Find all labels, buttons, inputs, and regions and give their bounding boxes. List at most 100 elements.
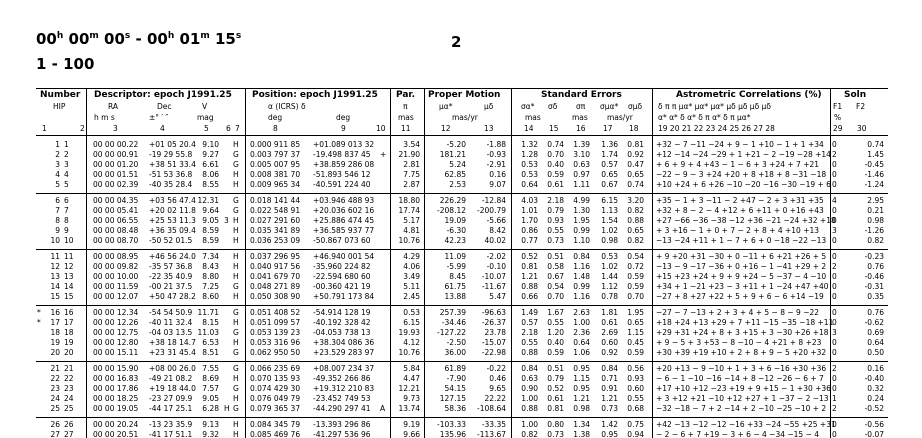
cell-parallax: 4.29	[403, 252, 420, 261]
cell-correlations: +10 +24 + 6 +26 −10 −20 −16 −30 −19 + 6	[656, 180, 831, 189]
cell-ra-deg: 0.003 797 37	[250, 150, 301, 159]
cell-parallax: 2.45	[403, 292, 420, 301]
cell-err-par: 1.06	[573, 348, 590, 357]
col-num-15: 15	[549, 124, 559, 133]
cell-err-dec: 0.93	[547, 216, 564, 225]
header-corr-row-2: α* α* δ α* δ π α* δ π μα*	[658, 113, 751, 122]
cell-flag: *	[37, 308, 41, 317]
cell-pm-dec: 40.02	[484, 236, 506, 245]
cell-err-dec: 0.79	[547, 206, 564, 215]
column-divider	[830, 88, 831, 438]
cell-var-flag: H	[224, 404, 230, 413]
cell-correlations: −27 − 7 −13 + 2 + 3 + 4 + 5 − 8 − 9 −22	[656, 308, 820, 317]
cell-err-pmra: 0.73	[601, 404, 618, 413]
cell-err-ra: 0.64	[521, 180, 538, 189]
cell-correlations: +15 +23 +24 + 9 + 9 +24 − 5 −37 − 4 −10	[656, 272, 827, 281]
cell-dec: +03 56 47.4	[149, 196, 196, 205]
cell-vmag: 7.34	[202, 252, 219, 261]
cell-err-dec: 0.54	[547, 282, 564, 291]
cell-pm-dec: 0.16	[489, 170, 506, 179]
cell-pm-ra: -34.46	[441, 318, 466, 327]
cell-err-par: 3.10	[573, 150, 590, 159]
cell-vmag: 8.80	[202, 272, 219, 281]
cell-dec-deg: -49.352 266 86	[313, 374, 371, 383]
cell-err-par: 0.84	[573, 252, 590, 261]
cell-vmag: 9.27	[202, 150, 219, 159]
cell-err-par: 1.10	[573, 236, 590, 245]
cell-pm-dec: -26.37	[481, 318, 506, 327]
cell-err-par: 4.99	[573, 196, 590, 205]
cell-ra: 00 00 05.41	[93, 206, 139, 215]
cell-correlations: −13 − 9 −17 −36 + 0 +16 − 1 −41 +29 + 2	[656, 262, 827, 271]
cell-pm-ra: 61.89	[444, 364, 466, 373]
cell-ra: 00 00 02.39	[93, 180, 139, 189]
cell-parallax: 9.19	[403, 420, 420, 429]
group-separator	[36, 417, 888, 418]
cell-parallax: 5.17	[403, 216, 420, 225]
cell-err-pmra: 0.60	[601, 338, 618, 347]
cell-err-pmdec: 0.65	[627, 170, 644, 179]
cell-f1: 2	[832, 404, 837, 413]
cell-pm-ra: 257.39	[439, 308, 466, 317]
cell-pm-dec: -0.22	[486, 364, 506, 373]
header-mu-alpha: μα*	[439, 102, 453, 111]
cell-ra-deg: 0.000 911 85	[250, 140, 301, 149]
cell-vmag: 9.13	[202, 420, 219, 429]
cell-err-dec: 0.70	[547, 150, 564, 159]
cell-number: 9	[55, 226, 60, 235]
cell-parallax: 4.12	[403, 338, 420, 347]
cell-correlations: +30 +39 +19 +10 + 2 + 8 + 9 − 5 +20 +32	[656, 348, 827, 357]
column-divider	[86, 88, 87, 438]
cell-vmag: 7.57	[202, 384, 219, 393]
cell-dec: -44 17 25.1	[149, 404, 193, 413]
cell-number: 26	[50, 420, 60, 429]
cell-err-ra: 0.90	[521, 384, 538, 393]
header-se-units-2: mas	[572, 113, 588, 122]
cell-err-pmdec: 0.47	[627, 160, 644, 169]
cell-ra-deg: 0.041 679 70	[250, 272, 301, 281]
cell-hip-flag: 23	[64, 384, 74, 393]
header-hip: HIP	[53, 102, 66, 111]
cell-parallax: 19.93	[398, 328, 420, 337]
header-sigma-delta: σδ	[548, 102, 558, 111]
cell-hip-flag: 17	[64, 318, 74, 327]
cell-ra-deg: 0.008 381 70	[250, 170, 301, 179]
cell-ra: 00 00 08.95	[93, 252, 139, 261]
cell-err-dec: 2.18	[547, 196, 564, 205]
cell-ra: 00 00 11.59	[93, 282, 139, 291]
cell-source-flag: G	[233, 150, 239, 159]
cell-dec-deg: -41.297 536 96	[313, 430, 371, 438]
cell-f1: 0	[832, 384, 837, 393]
cell-dec-deg: +03.946 488 93	[313, 196, 375, 205]
cell-source-flag: H	[233, 140, 239, 149]
cell-f2: 0.82	[867, 236, 884, 245]
cell-parallax: 12.21	[398, 384, 420, 393]
cell-hip-flag: 16	[64, 308, 74, 317]
cell-correlations: + 9 +20 +31 −30 + 0 −11 + 6 +21 +26 + 5	[656, 252, 827, 261]
cell-f1: 0	[832, 252, 837, 261]
cell-dec: +19 18 44.0	[149, 384, 196, 393]
cell-number: 13	[50, 272, 60, 281]
cell-ra-deg: 0.074 429 30	[250, 384, 301, 393]
cell-err-pmdec: 0.94	[627, 430, 644, 438]
cell-err-pmdec: 0.54	[627, 252, 644, 261]
cell-hip-flag: 13	[64, 272, 74, 281]
cell-dec-deg: -40.591 224 40	[313, 180, 371, 189]
entry-range: 1 - 100	[36, 55, 95, 73]
cell-err-dec: 0.79	[547, 374, 564, 383]
cell-vmag: 9.64	[202, 206, 219, 215]
cell-err-dec: 0.55	[547, 226, 564, 235]
cell-f2: 1.45	[867, 150, 884, 159]
cell-err-par: 1.48	[573, 272, 590, 281]
cell-pm-dec: -33.35	[481, 420, 506, 429]
cell-pm-dec: 0.46	[489, 374, 506, 383]
cell-correlations: − 2 − 6 + 7 +19 − 3 + 6 − 4 −34 −15 − 4	[656, 430, 820, 438]
cell-err-par: 0.98	[573, 404, 590, 413]
cell-err-pmdec: 0.75	[627, 420, 644, 429]
cell-dec: -22 35 40.9	[149, 272, 193, 281]
cell-ra-deg: 0.079 365 37	[250, 404, 301, 413]
cell-dec: +38 18 14.7	[149, 338, 196, 347]
cell-f2: -1.26	[864, 226, 884, 235]
cell-err-dec: 0.40	[547, 160, 564, 169]
cell-dec-deg: -40.192 328 42	[313, 318, 371, 327]
